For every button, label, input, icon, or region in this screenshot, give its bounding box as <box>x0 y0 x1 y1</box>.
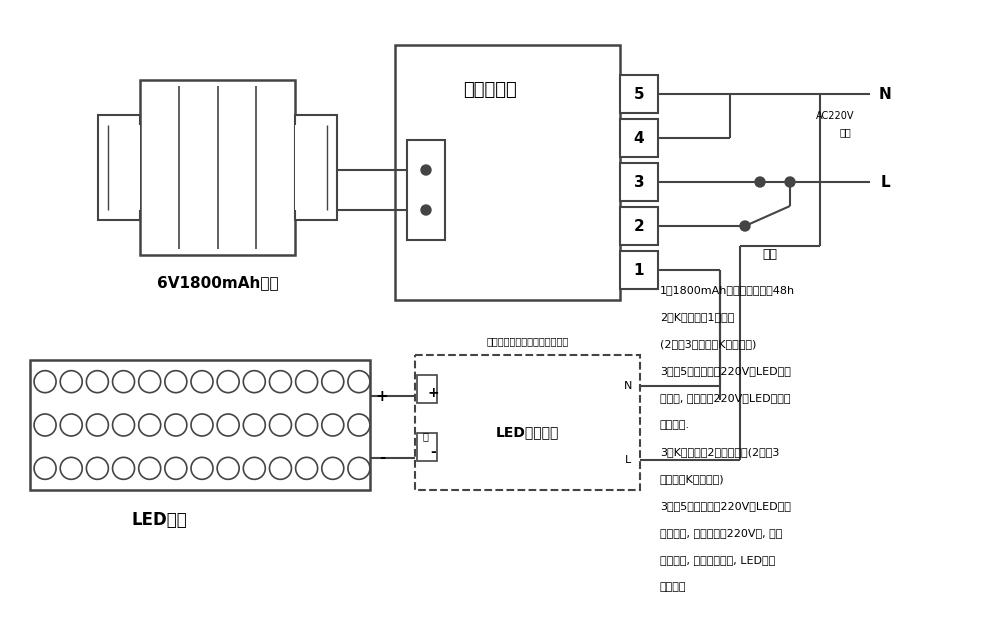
Circle shape <box>60 458 82 479</box>
Circle shape <box>139 458 161 479</box>
Bar <box>395 45 620 300</box>
Text: 输入: 输入 <box>839 127 851 137</box>
Text: L: L <box>880 174 890 190</box>
Circle shape <box>740 221 750 231</box>
Text: +: + <box>376 389 388 404</box>
Text: 1、1800mAh必须保持充电满48h: 1、1800mAh必须保持充电满48h <box>660 285 795 295</box>
Text: LED灯板: LED灯板 <box>131 511 187 529</box>
Text: 应急灯电源: 应急灯电源 <box>463 81 516 99</box>
Bar <box>417 375 437 403</box>
Circle shape <box>217 414 239 436</box>
Text: 1: 1 <box>634 263 644 277</box>
Bar <box>417 433 437 461</box>
Circle shape <box>86 414 108 436</box>
Circle shape <box>348 371 370 393</box>
Text: 3脚和5脚接通交流220V时LED日光: 3脚和5脚接通交流220V时LED日光 <box>660 366 791 376</box>
Text: 电: 电 <box>422 431 428 441</box>
Text: 也会亮起.: 也会亮起. <box>660 420 690 430</box>
Circle shape <box>243 414 265 436</box>
Circle shape <box>296 458 318 479</box>
Text: 2: 2 <box>634 219 644 233</box>
Circle shape <box>113 414 135 436</box>
Text: (2脚和3脚间开关K闭合状态): (2脚和3脚间开关K闭合状态) <box>660 339 756 349</box>
Circle shape <box>34 414 56 436</box>
Circle shape <box>348 458 370 479</box>
Text: -: - <box>379 450 385 465</box>
Text: 灯会亮, 切断交流220V时LED日光灯: 灯会亮, 切断交流220V时LED日光灯 <box>660 393 790 403</box>
Circle shape <box>165 458 187 479</box>
Circle shape <box>785 177 795 187</box>
Text: 应急状态, 通过电池供电, LED日光: 应急状态, 通过电池供电, LED日光 <box>660 555 775 565</box>
Circle shape <box>34 371 56 393</box>
Circle shape <box>165 414 187 436</box>
Text: -: - <box>430 445 436 459</box>
Text: N: N <box>624 381 632 391</box>
Circle shape <box>421 165 431 175</box>
Bar <box>140 80 295 255</box>
Circle shape <box>113 458 135 479</box>
Text: 3脚和5脚接通交流220V时LED日光: 3脚和5脚接通交流220V时LED日光 <box>660 501 791 511</box>
Circle shape <box>191 458 213 479</box>
Circle shape <box>269 371 291 393</box>
Circle shape <box>322 458 344 479</box>
Text: 用青颖线或热缩管管用电池电高: 用青颖线或热缩管管用电池电高 <box>486 336 569 346</box>
Circle shape <box>86 371 108 393</box>
Bar <box>620 119 658 157</box>
Text: 2、K开关模式1：常亮: 2、K开关模式1：常亮 <box>660 312 734 322</box>
Text: LED驱动电源: LED驱动电源 <box>496 426 559 440</box>
Circle shape <box>191 371 213 393</box>
Text: 开关: 开关 <box>763 247 778 261</box>
Bar <box>295 125 327 210</box>
Text: L: L <box>625 456 631 465</box>
Bar <box>30 360 370 490</box>
Text: 3、K开关模式2：应急时亮(2脚和3: 3、K开关模式2：应急时亮(2脚和3 <box>660 447 779 457</box>
Text: 脚间开关K打开状态): 脚间开关K打开状态) <box>660 474 725 484</box>
Circle shape <box>322 414 344 436</box>
Circle shape <box>243 371 265 393</box>
Text: +: + <box>427 386 439 400</box>
Circle shape <box>34 458 56 479</box>
Circle shape <box>113 371 135 393</box>
Circle shape <box>60 371 82 393</box>
Bar <box>415 355 640 490</box>
Bar <box>620 207 658 245</box>
Circle shape <box>217 371 239 393</box>
Circle shape <box>191 414 213 436</box>
Circle shape <box>165 371 187 393</box>
Text: 灯不会亮, 当切断交流220V时, 进入: 灯不会亮, 当切断交流220V时, 进入 <box>660 528 782 538</box>
Circle shape <box>421 205 431 215</box>
Circle shape <box>755 177 765 187</box>
Bar <box>295 115 337 220</box>
Circle shape <box>269 414 291 436</box>
Text: N: N <box>879 86 891 102</box>
Text: 4: 4 <box>634 130 644 146</box>
Circle shape <box>269 458 291 479</box>
Circle shape <box>322 371 344 393</box>
Bar <box>407 140 445 240</box>
Circle shape <box>243 458 265 479</box>
Circle shape <box>60 414 82 436</box>
Text: AC220V: AC220V <box>816 111 854 121</box>
Bar <box>620 251 658 289</box>
Text: 5: 5 <box>634 86 644 102</box>
Circle shape <box>296 371 318 393</box>
Circle shape <box>296 414 318 436</box>
Bar <box>108 125 140 210</box>
Circle shape <box>139 371 161 393</box>
Bar <box>620 75 658 113</box>
Circle shape <box>86 458 108 479</box>
Text: 灯会亮起: 灯会亮起 <box>660 582 686 592</box>
Circle shape <box>139 414 161 436</box>
Text: 6V1800mAh电池: 6V1800mAh电池 <box>157 275 278 291</box>
Bar <box>98 115 140 220</box>
Circle shape <box>217 458 239 479</box>
Bar <box>620 163 658 201</box>
Circle shape <box>348 414 370 436</box>
Text: 3: 3 <box>634 174 644 190</box>
